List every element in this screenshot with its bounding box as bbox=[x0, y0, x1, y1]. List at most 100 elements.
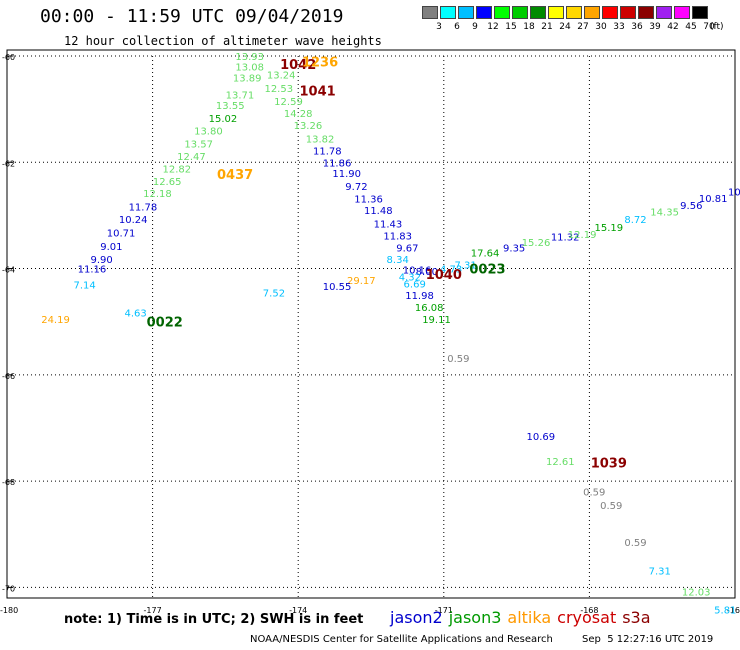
legend-swatch bbox=[458, 6, 474, 19]
satellite-name: jason2 bbox=[390, 608, 443, 627]
wave-height-value: 0.59 bbox=[600, 501, 622, 512]
wave-height-value: 11.78 bbox=[313, 147, 342, 158]
latitude-label: -60 bbox=[2, 53, 15, 62]
legend-swatch bbox=[512, 6, 528, 19]
longitude-label: -177 bbox=[144, 606, 162, 615]
legend-label: 24 bbox=[559, 22, 571, 32]
wave-height-value: 0.59 bbox=[624, 538, 646, 549]
wave-height-value: 8.34 bbox=[387, 255, 409, 266]
legend-swatch bbox=[440, 6, 456, 19]
wave-height-value: 8.72 bbox=[624, 215, 646, 226]
wave-height-observations: 11.167.149.909.0110.7110.2411.7812.1812.… bbox=[41, 52, 740, 617]
wave-height-value: 17.64 bbox=[471, 249, 500, 260]
pass-time: 1039 bbox=[591, 457, 627, 472]
wave-height-value: 13.93 bbox=[235, 52, 264, 63]
legend-swatch bbox=[422, 6, 438, 19]
satellite-name: jason3 bbox=[448, 608, 502, 627]
legend-label: 15 bbox=[505, 22, 517, 32]
legend-label: 21 bbox=[541, 22, 553, 32]
longitude-label: -16 bbox=[727, 606, 740, 615]
wave-height-value: 9.90 bbox=[91, 255, 113, 266]
pass-time: 0023 bbox=[469, 263, 505, 278]
wave-height-value: 11.78 bbox=[129, 202, 158, 213]
wave-height-value: 0.59 bbox=[447, 354, 469, 365]
wave-height-value: 7.31 bbox=[649, 566, 671, 577]
latitude-labels: -60 -62 -64 -66 -68 -70 bbox=[2, 53, 15, 593]
wave-height-value: 6.69 bbox=[404, 279, 426, 290]
satellite-legend: jason2 jason3 altika cryosat s3a bbox=[390, 608, 657, 627]
latitude-label: -64 bbox=[2, 266, 15, 275]
wave-height-value: 10.81 bbox=[699, 194, 728, 205]
wave-height-value: 13.82 bbox=[306, 134, 335, 145]
wave-height-value: 15.02 bbox=[209, 114, 238, 125]
legend-swatch bbox=[638, 6, 654, 19]
legend-label: 12 bbox=[487, 22, 499, 32]
wave-height-value: 11.83 bbox=[383, 232, 412, 243]
legend-swatch bbox=[476, 6, 492, 19]
legend-label: 33 bbox=[613, 22, 625, 32]
wave-height-value: 13.57 bbox=[184, 140, 213, 151]
wave-height-value: 10.24 bbox=[119, 215, 148, 226]
latitude-label: -66 bbox=[2, 372, 15, 381]
wave-height-value: 13.89 bbox=[233, 73, 262, 84]
wave-height-value: 7.31 bbox=[455, 260, 477, 271]
wave-height-value: 14.28 bbox=[284, 109, 313, 120]
wave-height-value: 12.61 bbox=[546, 457, 575, 468]
wave-height-value: 9.67 bbox=[396, 243, 418, 254]
longitude-label: -171 bbox=[435, 606, 453, 615]
wave-height-value: 12.19 bbox=[568, 230, 597, 241]
map-subtitle: 12 hour collection of altimeter wave hei… bbox=[64, 34, 382, 48]
legend-label: 36 bbox=[631, 22, 643, 32]
pass-time: 1236 bbox=[302, 55, 338, 70]
legend-swatch bbox=[530, 6, 546, 19]
wave-height-value: 7.52 bbox=[263, 288, 285, 299]
wave-height-value: 11.36 bbox=[354, 194, 383, 205]
legend-swatch bbox=[656, 6, 672, 19]
wave-height-value: 11.32 bbox=[551, 233, 580, 244]
wave-height-value: 13.08 bbox=[235, 63, 264, 74]
wave-height-value: 13.26 bbox=[294, 121, 323, 132]
legend-label: 42 bbox=[667, 22, 679, 32]
legend-swatch bbox=[548, 6, 564, 19]
wave-height-value: 24.19 bbox=[41, 315, 70, 326]
legend-swatch bbox=[566, 6, 582, 19]
legend-swatch bbox=[494, 6, 510, 19]
wave-height-value: 12.65 bbox=[153, 177, 182, 188]
wave-height-value: 11.16 bbox=[78, 265, 107, 276]
legend-unit: (ft) bbox=[710, 22, 724, 32]
legend-swatch bbox=[620, 6, 636, 19]
pass-time: 1040 bbox=[426, 268, 462, 283]
wave-height-value: 10.71 bbox=[107, 228, 136, 239]
legend-swatch bbox=[602, 6, 618, 19]
wave-height-value: 9.72 bbox=[345, 182, 367, 193]
wave-height-value: 12.59 bbox=[274, 97, 303, 108]
pass-time: 0437 bbox=[217, 168, 253, 183]
wave-height-value: 9.35 bbox=[503, 243, 525, 254]
wave-height-value: 7.14 bbox=[74, 280, 96, 291]
wave-height-value: 12.03 bbox=[682, 588, 711, 599]
wave-height-value: 15.26 bbox=[522, 238, 551, 249]
wave-height-value: 15.19 bbox=[594, 223, 623, 234]
map-title: 00:00 - 11:59 UTC 09/04/2019 bbox=[40, 6, 344, 27]
legend-swatch bbox=[692, 6, 708, 19]
legend-label: 39 bbox=[649, 22, 661, 32]
wave-height-value: 13.55 bbox=[216, 101, 245, 112]
wave-height-value: 11.98 bbox=[405, 291, 434, 302]
legend-label: 9 bbox=[472, 22, 478, 32]
map-frame bbox=[6, 49, 736, 599]
legend-label: 27 bbox=[577, 22, 589, 32]
legend-label: 70 bbox=[703, 22, 715, 32]
graticule bbox=[6, 49, 736, 599]
wave-height-value: 14.35 bbox=[650, 208, 679, 219]
footnote: note: 1) Time is in UTC; 2) SWH is in fe… bbox=[64, 612, 364, 627]
wave-height-value: 11.86 bbox=[323, 158, 352, 169]
wave-height-value: 0.59 bbox=[583, 488, 605, 499]
latitude-label: -68 bbox=[2, 478, 15, 487]
wave-height-value: 11.43 bbox=[374, 219, 403, 230]
pass-time: 1041 bbox=[300, 85, 336, 100]
wave-height-value: 13.71 bbox=[226, 90, 255, 101]
legend-label: 18 bbox=[523, 22, 535, 32]
wave-height-value: 4.63 bbox=[124, 309, 146, 320]
